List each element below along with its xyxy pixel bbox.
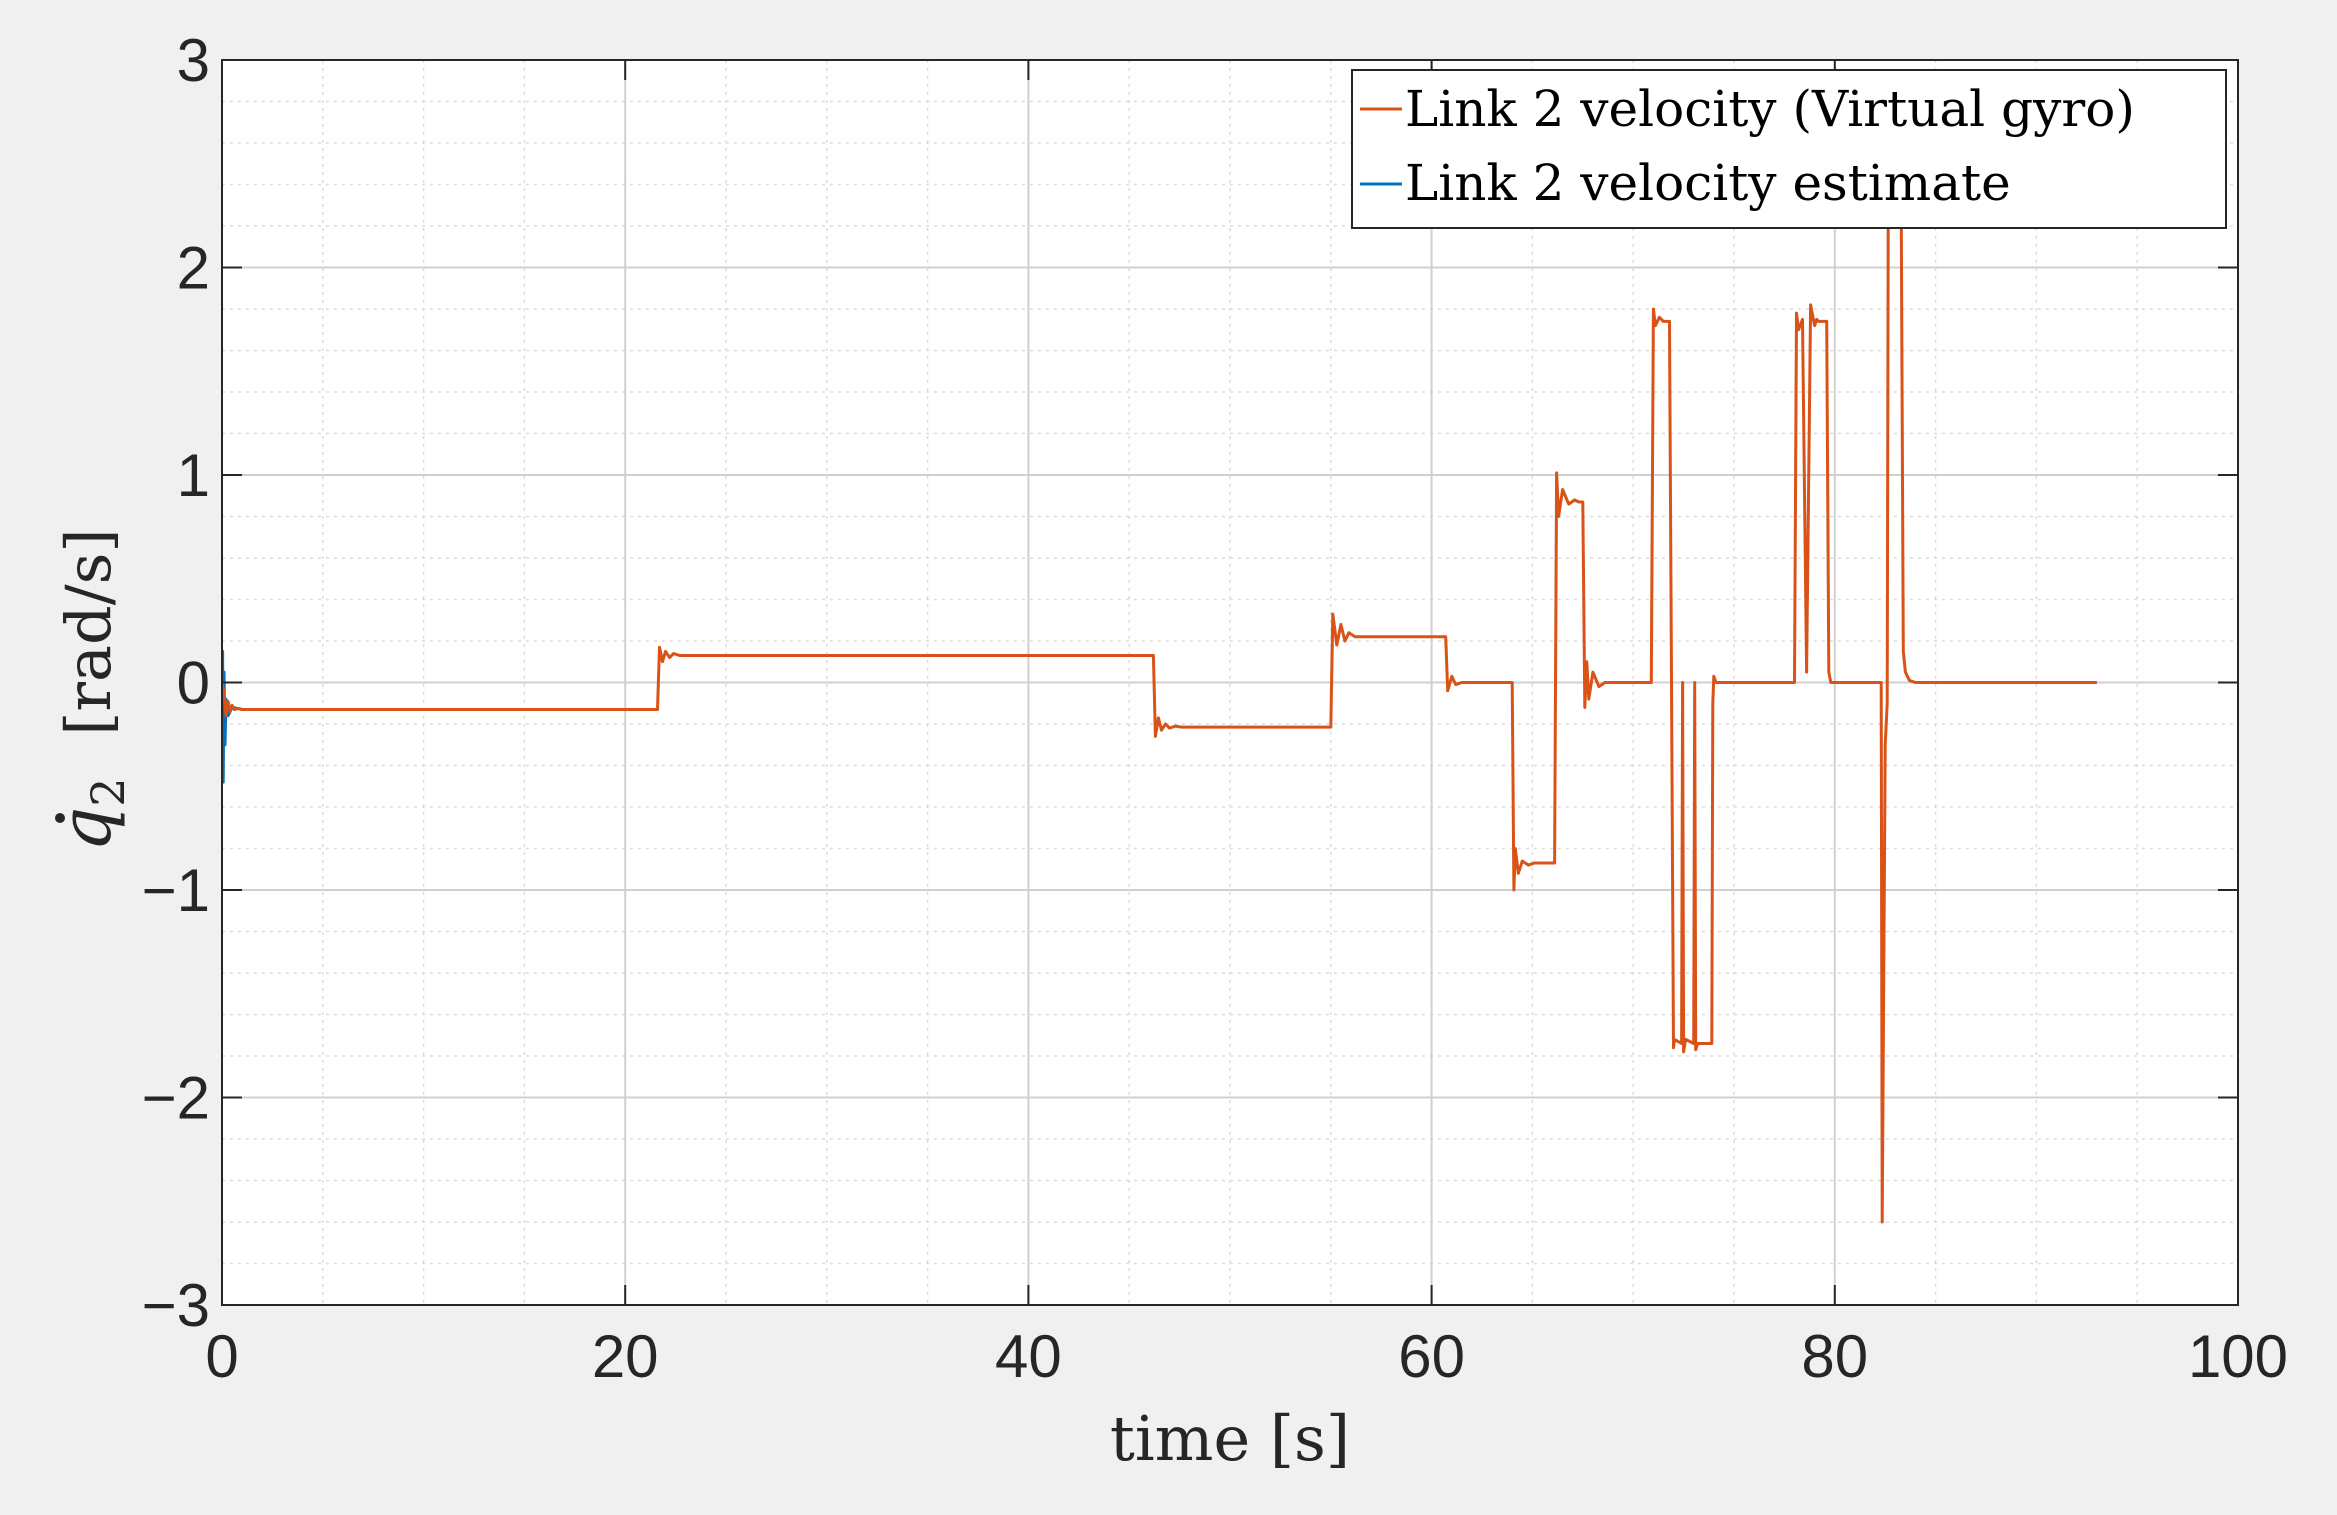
- x-tick-label: 20: [592, 1323, 659, 1390]
- y-tick-label: −1: [142, 857, 210, 924]
- y-tick-label: 0: [177, 650, 210, 717]
- y-tick-label: −3: [142, 1272, 210, 1339]
- legend-label-estimate: Link 2 velocity estimate: [1405, 154, 2011, 212]
- series-line-link-2-velocity-virtual-gyro: [222, 203, 2097, 1224]
- x-tick-label: 100: [2188, 1323, 2288, 1390]
- x-tick-label: 0: [205, 1323, 238, 1390]
- y-axis-symbol: q: [45, 807, 127, 852]
- y-tick-label: 2: [177, 235, 210, 302]
- x-tick-label: 40: [995, 1323, 1062, 1390]
- y-axis-derivative-dot: [55, 813, 65, 823]
- legend-label-virtual-gyro: Link 2 velocity (Virtual gyro): [1405, 80, 2135, 138]
- y-tick-label: −2: [142, 1065, 210, 1132]
- y-tick-label: 3: [177, 27, 210, 94]
- legend: Link 2 velocity (Virtual gyro) Link 2 ve…: [1351, 69, 2227, 229]
- x-axis-label: time [s]: [1110, 1402, 1350, 1475]
- y-tick-label: 1: [177, 442, 210, 509]
- x-tick-labels: 0 20 40 60 80 100: [205, 1323, 2288, 1390]
- ticks: [221, 59, 2239, 1306]
- svg-text:q2 [rad/s]: q2 [rad/s]: [45, 528, 135, 851]
- y-axis-label: q2 [rad/s]: [45, 528, 135, 851]
- x-tick-label: 60: [1398, 1323, 1465, 1390]
- y-tick-labels: −3 −2 −1 0 1 2 3: [142, 27, 210, 1339]
- x-tick-label: 80: [1801, 1323, 1868, 1390]
- legend-box: [1351, 69, 2227, 229]
- y-axis-unit: [rad/s]: [52, 528, 125, 735]
- y-axis-subscript: 2: [81, 778, 135, 807]
